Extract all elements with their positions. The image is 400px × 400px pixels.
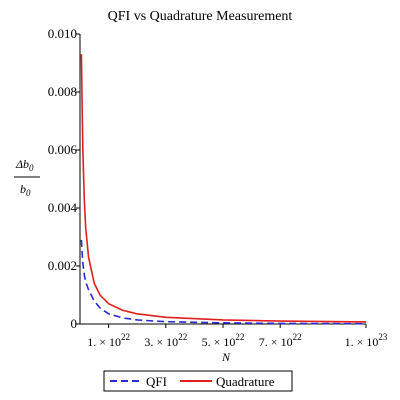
x-axis-label: N [221,350,231,364]
y-tick-label: 0.002 [48,258,77,273]
x-tick-label: 7. × 1022 [259,332,302,349]
y-label-denominator: b0 [20,182,31,198]
plot-series [80,54,367,325]
x-ticks: 1. × 1022 3. × 1022 5. × 1022 7. × 1022 1. ×… [87,324,388,349]
x-tick-label: 3. × 1022 [144,332,187,349]
x-tick-label: 1. × 1023 [345,332,388,349]
y-tick-label: 0.006 [48,142,78,157]
y-tick-label: 0 [71,316,78,331]
legend-label-quadrature: Quadrature [216,374,275,389]
x-tick-label: 1. × 1022 [87,332,130,349]
y-ticks: 0 0.002 0.004 0.006 0.008 0.010 [48,26,80,331]
y-tick-label: 0.010 [48,26,77,41]
chart-title: QFI vs Quadrature Measurement [108,9,293,24]
y-label-numerator: Δb0 [15,157,34,173]
series-line-qfi [80,239,367,325]
legend-label-qfi: QFI [146,374,167,389]
x-tick-label: 5. × 1022 [202,332,245,349]
series-line-quadrature [80,54,367,323]
y-axis-label: Δb0 b0 [14,157,40,198]
y-tick-label: 0.008 [48,84,77,99]
legend: QFI Quadrature [103,370,293,392]
y-tick-label: 0.004 [48,200,78,215]
